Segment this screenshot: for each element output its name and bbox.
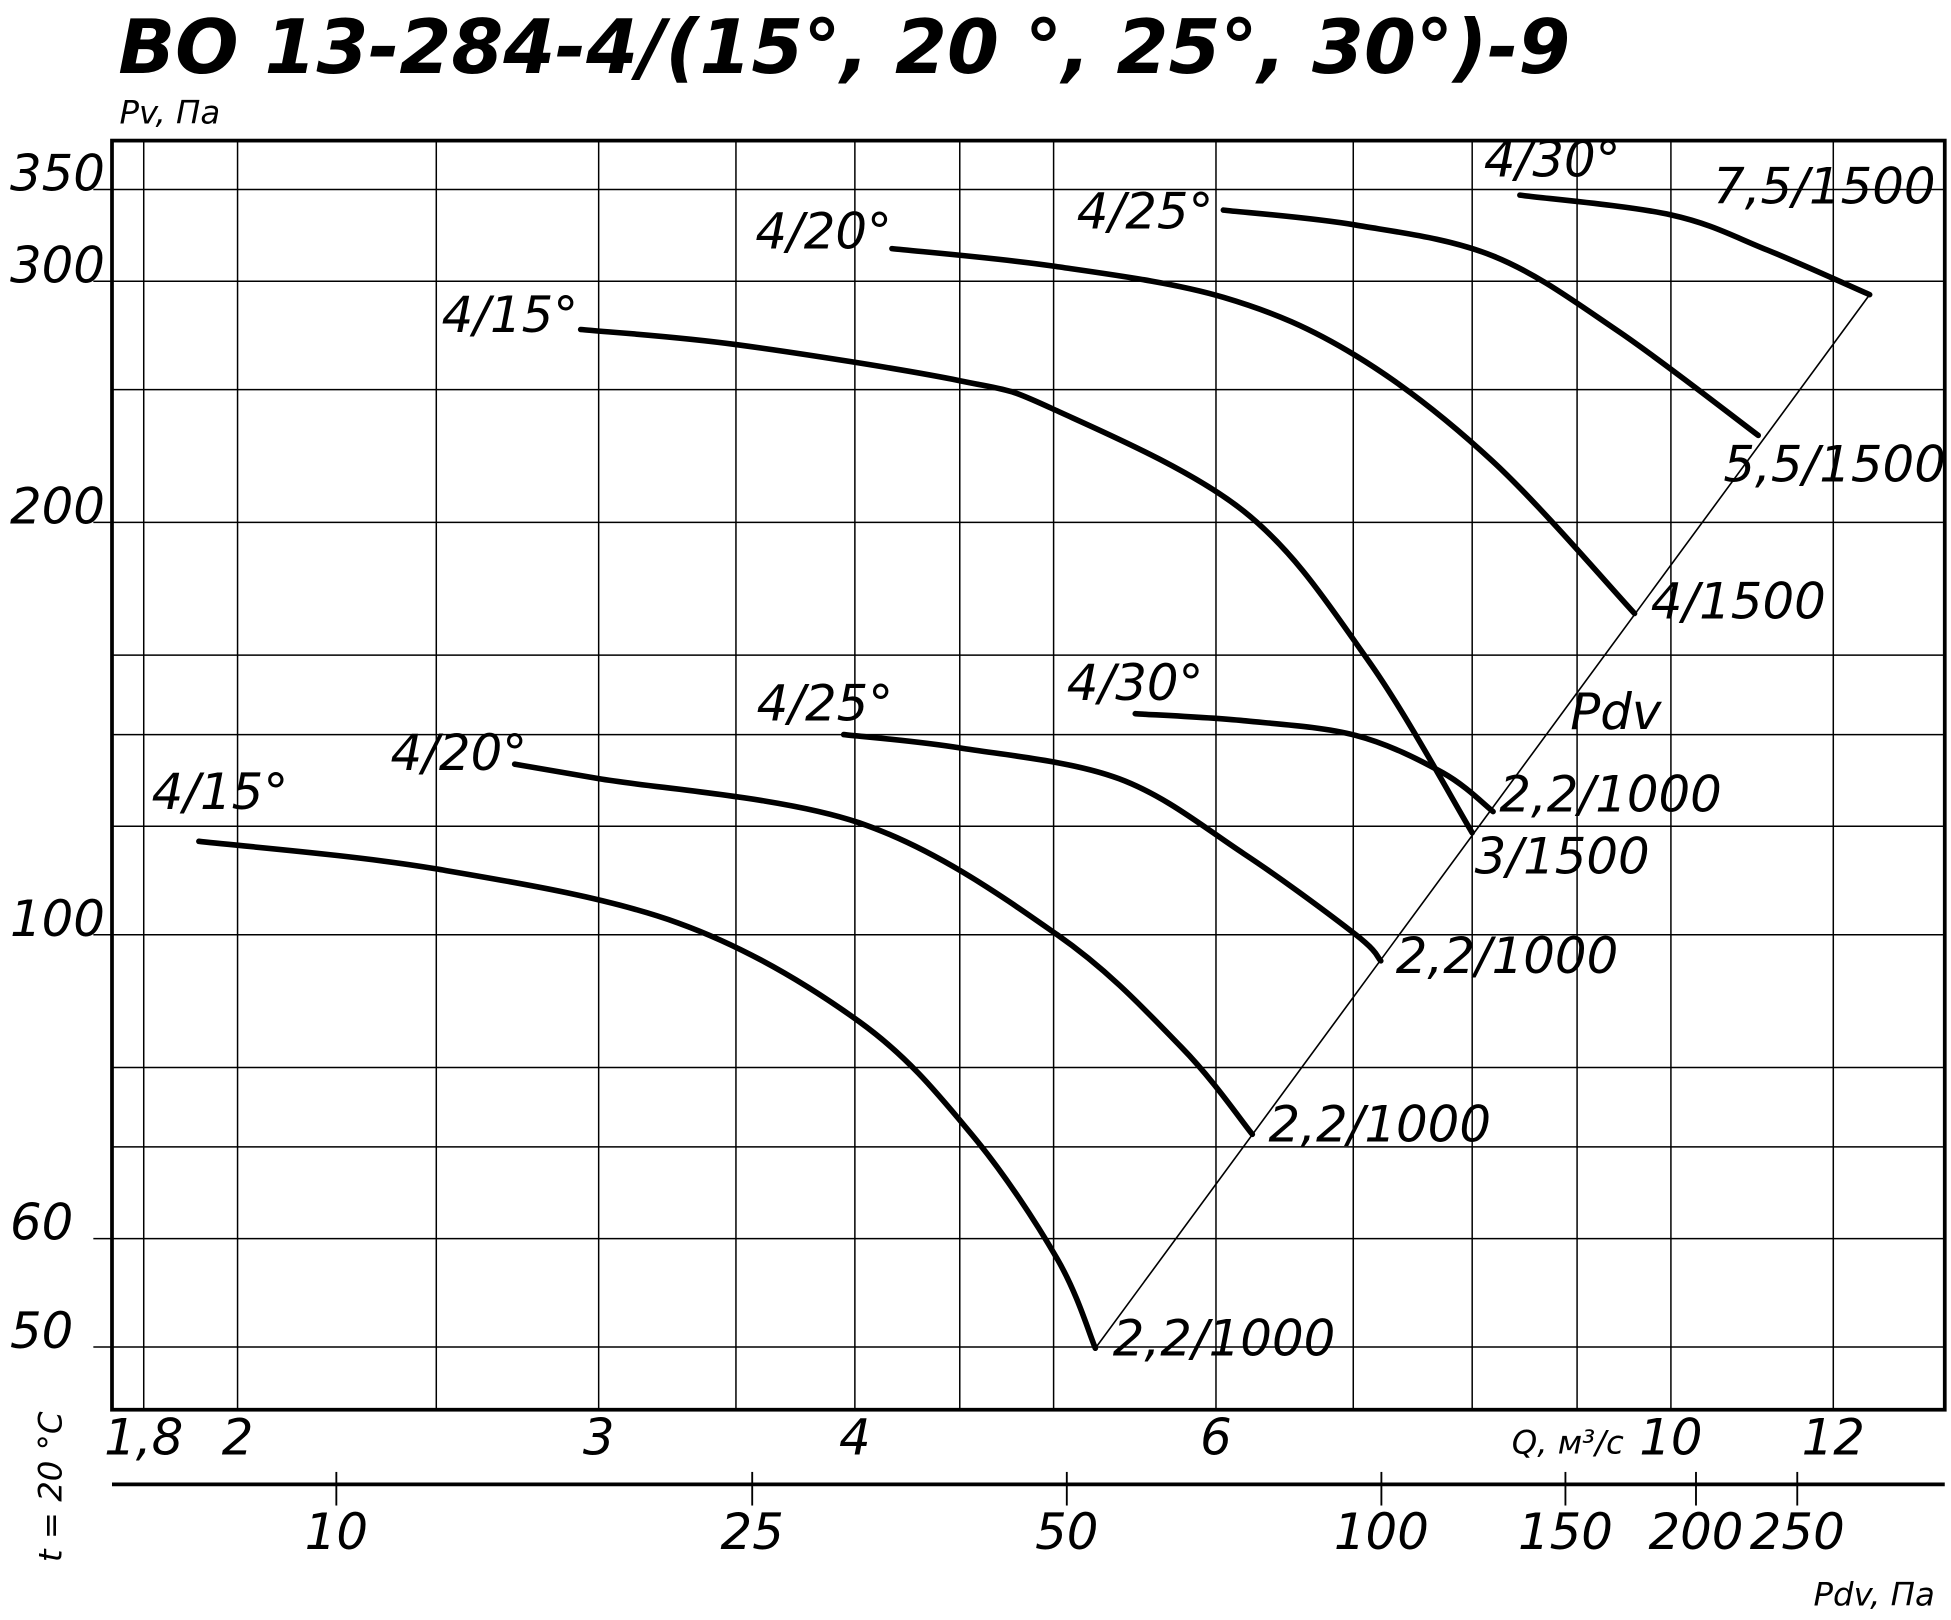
fan-curve bbox=[511, 761, 1256, 1138]
fan-curve bbox=[1132, 710, 1496, 815]
chart-title: ВО 13-284-4/(15°, 20 °, 25°, 30°)-9 bbox=[118, 4, 1570, 91]
y-tick-label: 100 bbox=[10, 890, 105, 948]
motor-label: 7,5/1500 bbox=[1713, 158, 1936, 216]
x-tick-label: 4 bbox=[839, 1408, 871, 1466]
temperature-note: t = 20 °C bbox=[31, 1411, 69, 1562]
y-axis-label: Pv, Па bbox=[119, 93, 220, 131]
pdv-tick-label: 25 bbox=[721, 1503, 784, 1561]
curve-label: 4/25° bbox=[1077, 183, 1214, 241]
curve-label: 4/15° bbox=[442, 286, 579, 344]
plot-frame bbox=[110, 138, 1947, 1412]
pdv-tick-label: 50 bbox=[1035, 1503, 1098, 1561]
fan-curve bbox=[1517, 192, 1873, 298]
fan-curve bbox=[1220, 207, 1762, 439]
x-axis-label: Q, м³/с bbox=[1512, 1424, 1624, 1462]
pdv-tick-label: 200 bbox=[1649, 1503, 1744, 1561]
motor-label: 3/1500 bbox=[1475, 828, 1650, 886]
pdv-line bbox=[1094, 294, 1871, 1349]
y-tick-label: 50 bbox=[10, 1302, 73, 1360]
x-tick-label: 2 bbox=[222, 1408, 254, 1466]
curve-label: 4/15° bbox=[152, 763, 289, 821]
motor-label: 5,5/1500 bbox=[1723, 435, 1946, 493]
pdv-line-label: Pdv bbox=[1570, 683, 1663, 741]
curve-label: 4/30° bbox=[1484, 130, 1621, 188]
y-tick-label: 300 bbox=[10, 236, 105, 294]
motor-label: 2,2/1000 bbox=[1113, 1310, 1336, 1368]
x-tick-label: 6 bbox=[1200, 1408, 1232, 1466]
fan-curve bbox=[840, 731, 1384, 964]
pdv-axis-label: Pdv, Па bbox=[1814, 1575, 1935, 1613]
curve-label: 4/20° bbox=[755, 202, 892, 260]
y-tick-label: 350 bbox=[10, 145, 105, 203]
curve-label: 4/30° bbox=[1067, 654, 1204, 712]
pdv-tick-label: 100 bbox=[1334, 1503, 1429, 1561]
x-tick-label: 10 bbox=[1639, 1408, 1702, 1466]
motor-label: 2,2/1000 bbox=[1269, 1096, 1491, 1154]
fan-curve bbox=[196, 838, 1099, 1352]
motor-label: 2,2/1000 bbox=[1499, 765, 1722, 823]
x-tick-label: 12 bbox=[1802, 1408, 1865, 1466]
y-tick-label: 60 bbox=[10, 1194, 73, 1252]
curve-label: 4/20° bbox=[391, 724, 528, 782]
curve-label: 4/25° bbox=[757, 675, 894, 733]
x-tick-label: 3 bbox=[583, 1408, 615, 1466]
motor-label: 2,2/1000 bbox=[1396, 927, 1619, 985]
pdv-tick-label: 10 bbox=[305, 1503, 368, 1561]
x-tick-label: 1,8 bbox=[104, 1408, 183, 1466]
motor-label: 4/1500 bbox=[1651, 572, 1826, 630]
pdv-tick-label: 250 bbox=[1750, 1503, 1845, 1561]
fan-curve bbox=[577, 326, 1475, 836]
pdv-tick-label: 150 bbox=[1518, 1503, 1613, 1561]
fan-curve bbox=[889, 245, 1638, 617]
y-tick-label: 200 bbox=[10, 477, 105, 535]
